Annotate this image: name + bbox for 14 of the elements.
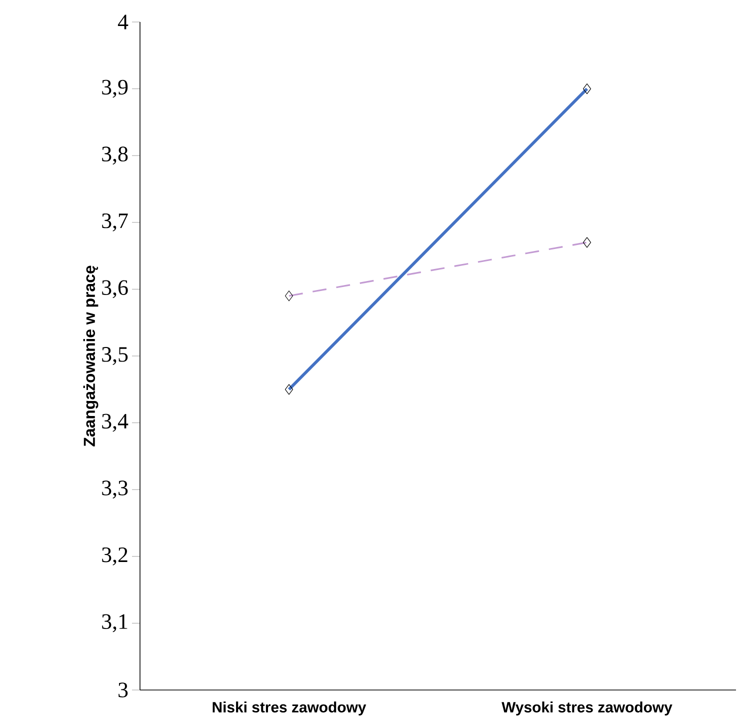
y-tick-label: 3 (118, 682, 128, 698)
y-tick-label: 3,5 (102, 347, 128, 365)
y-tick-label: 3,4 (102, 414, 128, 432)
x-tick-label: Niski stres zawodowy (212, 702, 366, 716)
y-tick-label: 3,7 (102, 213, 128, 232)
y-tick-label: 3,1 (102, 614, 128, 632)
y-axis-title: Zaangażowanie w pracę (83, 266, 98, 446)
y-tick-label: 3,6 (102, 280, 128, 298)
y-tick-label: 3,3 (102, 480, 128, 499)
y-tick-label: 3,2 (102, 547, 128, 566)
y-tick-label: 4 (118, 14, 128, 30)
y-tick-label: 3,8 (102, 146, 128, 165)
y-tick-label: 3,9 (102, 80, 128, 98)
x-tick-label: Wysoki stres zawodowy (502, 702, 672, 716)
